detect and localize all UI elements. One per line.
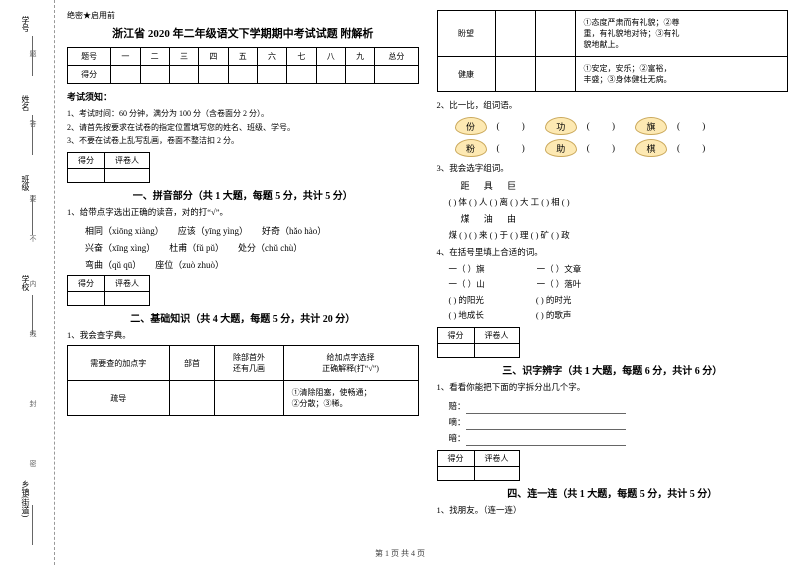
score-col: 题号 bbox=[68, 48, 111, 66]
score-col: 六 bbox=[257, 48, 286, 66]
fill-blanks[interactable]: 煤 ( ) ( ) 来 ( ) 于 ( ) 理 ( ) 矿 ( ) 政 bbox=[449, 227, 789, 243]
leaf-char: 旗 bbox=[635, 117, 667, 135]
dict-word: 盼望 bbox=[437, 11, 495, 57]
exam-title: 浙江省 2020 年二年级语文下学期期中考试试题 附解析 bbox=[67, 25, 419, 41]
page-footer: 第 1 页 共 4 页 bbox=[0, 548, 800, 559]
table-row: 盼望 ①态度严肃而有礼貌；②尊 重，有礼貌地对待；③有礼 貌地献上。 bbox=[437, 11, 788, 57]
bind-label-class: 班级 bbox=[20, 175, 31, 191]
score-col: 七 bbox=[287, 48, 316, 66]
secrecy-flag: 绝密★启用前 bbox=[67, 10, 419, 21]
q1-text: 1、给带点字选出正确的读音，对的打“√”。 bbox=[67, 205, 419, 220]
score-col: 八 bbox=[316, 48, 345, 66]
seal-char-7: 密 bbox=[28, 460, 38, 479]
dict-choices: ①态度严肃而有礼貌；②尊 重，有礼貌地对待；③有礼 貌地献上。 bbox=[575, 11, 788, 57]
left-column: 绝密★启用前 浙江省 2020 年二年级语文下学期期中考试试题 附解析 题号 一… bbox=[67, 10, 419, 565]
table-row: 题号 一 二 三 四 五 六 七 八 九 总分 bbox=[68, 48, 419, 66]
dict-choices: ①清除阻塞，使畅通； ②分散；③稀。 bbox=[283, 381, 418, 416]
section-4-title: 四、连一连（共 1 大题，每题 5 分，共计 5 分） bbox=[437, 485, 789, 500]
q2-3-text: 3、我会选字组词。 bbox=[437, 161, 789, 176]
pinyin-row: 弯曲（qǔ qū）座位（zuò zhuò） bbox=[85, 258, 419, 271]
q2-4-text: 4、在括号里填上合适的词。 bbox=[437, 245, 789, 260]
seal-char-6: 封 bbox=[28, 400, 38, 419]
score-col: 总分 bbox=[375, 48, 418, 66]
dict-h2: 部首 bbox=[169, 346, 215, 381]
seal-char-0: 题 bbox=[28, 50, 38, 69]
dict-word: 健康 bbox=[437, 57, 495, 92]
grade-box: 得分评卷人 bbox=[437, 450, 520, 481]
section-2-title: 二、基础知识（共 4 大题，每题 5 分，共计 20 分） bbox=[67, 310, 419, 325]
seal-char-4: 内 bbox=[28, 280, 38, 299]
q3-text: 1、看看你能把下面的字拆分出几个字。 bbox=[437, 380, 789, 395]
score-col: 一 bbox=[111, 48, 140, 66]
table-row: 得分 bbox=[68, 66, 419, 84]
bind-label-id: 学号 bbox=[20, 16, 31, 32]
score-col: 四 bbox=[199, 48, 228, 66]
q2-1-text: 1、我会查字典。 bbox=[67, 328, 419, 343]
char-options: 煤 油 由 bbox=[461, 212, 789, 225]
dict-choices: ①安定，安乐；②富裕， 丰盛；③身体健壮无病。 bbox=[575, 57, 788, 92]
section-3-title: 三、识字辨字（共 1 大题，每题 6 分，共计 6 分） bbox=[437, 362, 789, 377]
char-options: 距 具 巨 bbox=[461, 179, 789, 192]
q2-2-text: 2、比一比，组词语。 bbox=[437, 98, 789, 113]
grade-box: 得分评卷人 bbox=[67, 275, 150, 306]
bind-label-name: 姓名 bbox=[20, 95, 31, 111]
score-col: 三 bbox=[169, 48, 198, 66]
dict-h3: 除部首外 还有几画 bbox=[215, 346, 283, 381]
grade-box: 得分评卷人 bbox=[67, 152, 150, 183]
binding-margin: 学号 题 姓名 答 班级 要 不 学校 内 线 封 密 乡镇(街道) bbox=[0, 0, 55, 565]
pair-row: 一（ ）山一（ ）落叶 bbox=[449, 277, 789, 292]
split-line: 赔： bbox=[449, 398, 789, 414]
fill-blanks[interactable]: ( ) 体 ( ) 人 ( ) 离 ( ) 大 工 ( ) 相 ( ) bbox=[449, 194, 789, 210]
pair-row: 一（ ）旗一（ ）文章 bbox=[449, 262, 789, 277]
table-row: 健康 ①安定，安乐；②富裕， 丰盛；③身体健壮无病。 bbox=[437, 57, 788, 92]
bind-label-town: 乡镇(街道) bbox=[20, 480, 31, 517]
content-area: 绝密★启用前 浙江省 2020 年二年级语文下学期期中考试试题 附解析 题号 一… bbox=[55, 0, 800, 565]
seal-char-5: 线 bbox=[28, 330, 38, 349]
split-line: 暗： bbox=[449, 430, 789, 446]
leaf-char: 粉 bbox=[455, 139, 487, 157]
table-row: 疏导 ①清除阻塞，使畅通； ②分散；③稀。 bbox=[68, 381, 419, 416]
score-table: 题号 一 二 三 四 五 六 七 八 九 总分 得分 bbox=[67, 47, 419, 84]
dict-h4: 给加点字选择 正确解释(打“√”) bbox=[283, 346, 418, 381]
leaf-char: 份 bbox=[455, 117, 487, 135]
score-col: 二 bbox=[140, 48, 169, 66]
grader-label: 评卷人 bbox=[105, 152, 150, 168]
grade-box: 得分评卷人 bbox=[437, 327, 520, 358]
split-line: 嘀： bbox=[449, 414, 789, 430]
score-col: 九 bbox=[345, 48, 374, 66]
notice-list: 1、考试时间：60 分钟，满分为 100 分（含卷面分 2 分）。 2、请首先按… bbox=[67, 107, 419, 148]
notice-item: 2、请首先按要求在试卷的指定位置填写您的姓名、班级、学号。 bbox=[67, 121, 419, 135]
notice-item: 1、考试时间：60 分钟，满分为 100 分（含卷面分 2 分）。 bbox=[67, 107, 419, 121]
bind-line bbox=[32, 295, 33, 335]
right-column: 盼望 ①态度严肃而有礼貌；②尊 重，有礼貌地对待；③有礼 貌地献上。 健康 ①安… bbox=[437, 10, 789, 565]
score-row-label: 得分 bbox=[68, 66, 111, 84]
leaf-row: 粉( ) 助( ) 棋( ) bbox=[455, 139, 789, 157]
q4-text: 1、找朋友。（连一连） bbox=[437, 503, 789, 518]
pinyin-row: 相同（xiōng xiàng）应该（yīng yìng）好奇（hǎo hào） bbox=[85, 224, 419, 237]
pair-row: ( ) 地成长( ) 的歌声 bbox=[449, 308, 789, 323]
grade-label: 得分 bbox=[68, 152, 105, 168]
leaf-char: 棋 bbox=[635, 139, 667, 157]
pinyin-row: 兴奋（xīng xìng）杜甫（fǔ pǔ）处分（chǔ chù） bbox=[85, 241, 419, 254]
pair-row: ( ) 的阳光( ) 的时光 bbox=[449, 293, 789, 308]
section-1-title: 一、拼音部分（共 1 大题，每题 5 分，共计 5 分） bbox=[67, 187, 419, 202]
bind-line bbox=[32, 505, 33, 545]
notice-head: 考试须知： bbox=[67, 90, 419, 103]
seal-char-1: 答 bbox=[28, 120, 38, 139]
seal-char-2: 要 bbox=[28, 195, 38, 214]
leaf-char: 功 bbox=[545, 117, 577, 135]
dict-h1: 需要查的加点字 bbox=[68, 346, 170, 381]
leaf-char: 助 bbox=[545, 139, 577, 157]
dictionary-table: 需要查的加点字 部首 除部首外 还有几画 给加点字选择 正确解释(打“√”) 疏… bbox=[67, 345, 419, 416]
table-row: 需要查的加点字 部首 除部首外 还有几画 给加点字选择 正确解释(打“√”) bbox=[68, 346, 419, 381]
seal-char-3: 不 bbox=[28, 235, 38, 254]
score-col: 五 bbox=[228, 48, 257, 66]
leaf-row: 份( ) 功( ) 旗( ) bbox=[455, 117, 789, 135]
dictionary-table-cont: 盼望 ①态度严肃而有礼貌；②尊 重，有礼貌地对待；③有礼 貌地献上。 健康 ①安… bbox=[437, 10, 789, 92]
notice-item: 3、不要在试卷上乱写乱画，卷面不整洁扣 2 分。 bbox=[67, 134, 419, 148]
dict-word: 疏导 bbox=[68, 381, 170, 416]
